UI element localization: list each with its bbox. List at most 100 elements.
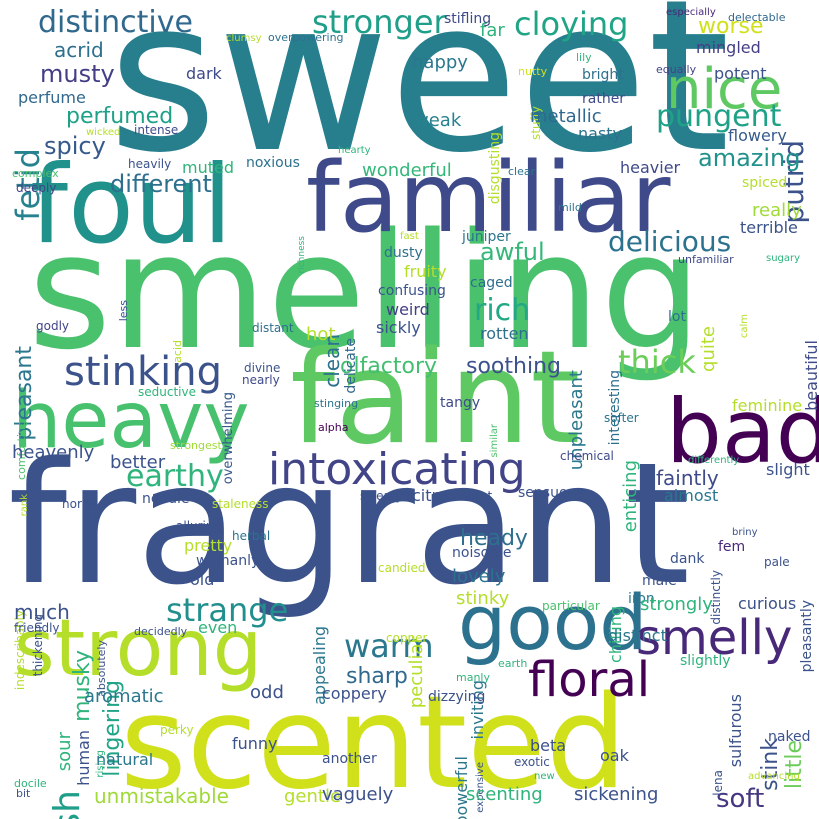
cloud-word: feminine — [732, 396, 803, 415]
cloud-word: heavier — [620, 158, 681, 177]
cloud-word: amazing — [698, 144, 801, 172]
cloud-word: alpha — [318, 421, 349, 434]
cloud-word: new — [534, 771, 555, 782]
cloud-word: overwhelming — [221, 392, 236, 485]
cloud-word: fragrant — [8, 426, 691, 622]
cloud-word: rather — [582, 91, 626, 107]
cloud-word: delicious — [608, 225, 732, 258]
cloud-word: sensuous — [518, 485, 584, 501]
cloud-word: fresh — [47, 790, 88, 819]
cloud-word: intense — [134, 123, 179, 137]
cloud-word: needle — [142, 491, 190, 507]
cloud-word: old — [190, 570, 215, 589]
cloud-word: cloying — [514, 5, 629, 43]
cloud-word: naked — [768, 729, 811, 745]
cloud-word: herbal — [232, 529, 271, 543]
cloud-word: hot — [306, 324, 336, 345]
cloud-word: dusty — [384, 245, 423, 261]
cloud-word: clumsy — [226, 33, 262, 44]
cloud-word: aromatic — [84, 686, 164, 707]
cloud-word: acid — [171, 340, 184, 363]
cloud-word: similar — [489, 424, 500, 458]
cloud-word: potent — [714, 64, 767, 83]
cloud-word: chemical — [560, 449, 614, 463]
cloud-word: muted — [182, 158, 234, 177]
cloud-word: nasty — [578, 124, 623, 143]
cloud-word: bright — [582, 67, 624, 83]
cloud-word: sugary — [766, 253, 801, 264]
cloud-word: delicate — [343, 338, 359, 394]
cloud-word: interesting — [607, 370, 623, 446]
cloud-word: caged — [470, 275, 513, 291]
cloud-word: burnt — [460, 489, 493, 503]
cloud-word: enticing — [620, 460, 641, 533]
cloud-word: natural — [96, 750, 154, 769]
cloud-word: unmistakable — [94, 784, 229, 808]
cloud-word: even — [198, 618, 238, 637]
cloud-word: soothing — [466, 354, 561, 379]
cloud-word: rank — [19, 494, 30, 517]
cloud-word: strongly — [640, 594, 713, 615]
cloud-word: sour — [54, 732, 75, 772]
cloud-word: rich — [474, 293, 531, 328]
cloud-word: briny — [732, 527, 758, 538]
cloud-word: scented — [120, 669, 628, 818]
cloud-word: wicked — [86, 127, 121, 138]
cloud-word: fast — [400, 231, 419, 242]
cloud-word: flowery — [728, 126, 787, 145]
cloud-word: slightly — [680, 653, 731, 669]
cloud-word: strongest — [170, 439, 222, 452]
cloud-word: pale — [764, 555, 790, 569]
cloud-word: seductive — [138, 385, 196, 399]
cloud-word: strange — [166, 591, 289, 629]
cloud-word: weak — [414, 110, 462, 131]
cloud-word: better — [110, 452, 166, 473]
cloud-word: fruity — [404, 262, 447, 281]
cloud-word: equally — [656, 63, 697, 76]
cloud-word: disgusting — [487, 132, 503, 205]
cloud-word: perky — [160, 723, 194, 737]
cloud-word: iron — [628, 591, 655, 607]
cloud-word: peculiar — [406, 636, 427, 709]
cloud-word: curious — [738, 594, 797, 613]
cloud-word: musty — [40, 60, 115, 88]
cloud-word: pretty — [184, 536, 233, 555]
cloud-word: distinctive — [38, 5, 193, 40]
cloud-word: faint — [290, 324, 581, 473]
cloud-word: softer — [604, 411, 639, 425]
cloud-word: heavenly — [12, 442, 95, 463]
cloud-word: delectable — [728, 11, 786, 24]
cloud-word: tangy — [440, 395, 481, 411]
cloud-word: strong — [14, 604, 263, 694]
cloud-word: beautiful — [802, 340, 819, 411]
cloud-word: human — [74, 730, 93, 786]
cloud-word: divine — [244, 361, 281, 375]
cloud-word: dizzying — [428, 689, 486, 705]
cloud-word: deeply — [16, 181, 57, 195]
cloud-word: heady — [460, 526, 528, 551]
cloud-word: citrus — [412, 486, 457, 505]
cloud-word: decidedly — [134, 625, 188, 638]
cloud-word: lena — [711, 770, 725, 796]
cloud-word: differently — [688, 455, 740, 466]
cloud-word: male — [642, 573, 677, 589]
cloud-word: sweet — [108, 0, 730, 199]
cloud-word: sharp — [346, 664, 408, 689]
cloud-word: stink — [758, 738, 783, 791]
cloud-word: olfactory — [340, 354, 438, 379]
cloud-word: dank — [670, 551, 705, 567]
cloud-word: clear — [508, 165, 536, 178]
cloud-word: smelly — [636, 610, 793, 666]
cloud-word: coppery — [322, 684, 387, 703]
cloud-word: gentle — [284, 786, 342, 807]
cloud-word: warm — [344, 627, 434, 665]
cloud-word: stifling — [444, 11, 492, 27]
cloud-word: bit — [16, 787, 31, 800]
cloud-word: acrid — [54, 38, 104, 62]
cloud-word: earthy — [126, 459, 224, 494]
cloud-word: oak — [600, 746, 629, 765]
cloud-word: thick — [618, 343, 696, 381]
cloud-word: heavily — [128, 157, 172, 171]
cloud-word: distinct — [608, 626, 667, 645]
